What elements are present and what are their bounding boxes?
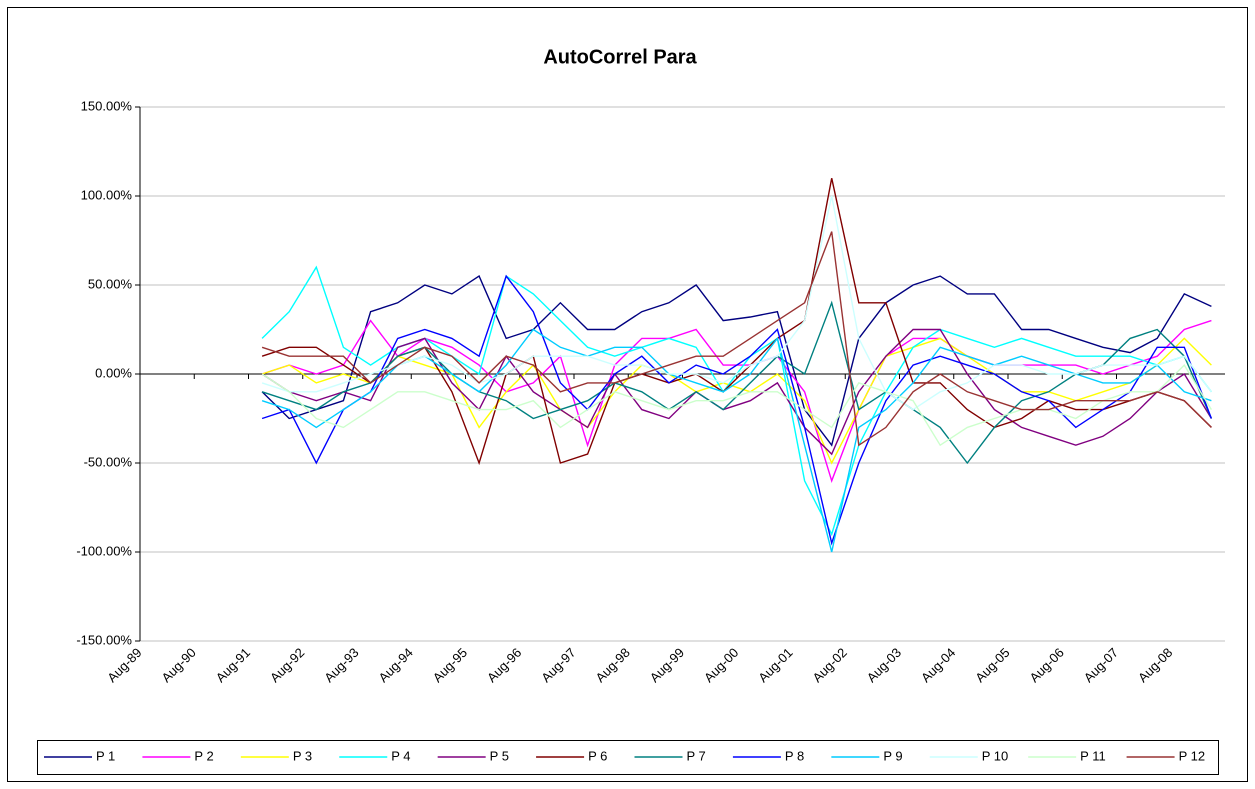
series-line <box>261 363 1212 447</box>
series-line <box>261 274 1213 546</box>
legend-label: P 1 <box>96 748 115 763</box>
y-tick-label: -50.00% <box>84 454 133 469</box>
legend-label: P 4 <box>391 748 410 763</box>
legend-label: P 12 <box>1179 748 1206 763</box>
series-line <box>261 328 1212 456</box>
chart-title: AutoCorrel Para <box>543 46 697 68</box>
legend-label: P 5 <box>490 748 509 763</box>
y-tick-label: 0.00% <box>95 365 132 380</box>
y-tick-label: 100.00% <box>81 187 133 202</box>
series-line <box>261 337 1212 465</box>
legend-label: P 10 <box>982 748 1009 763</box>
legend-label: P 3 <box>293 748 312 763</box>
y-tick-label: -150.00% <box>76 632 132 647</box>
chart-border <box>7 7 1248 782</box>
series-line <box>261 275 1212 447</box>
series-line <box>261 231 1212 447</box>
legend-label: P 6 <box>588 748 607 763</box>
series-line <box>261 195 1212 411</box>
legend-label: P 7 <box>687 748 706 763</box>
legend-label: P 8 <box>785 748 804 763</box>
legend-label: P 11 <box>1080 748 1106 763</box>
legend-label: P 9 <box>883 748 902 763</box>
y-tick-label: 150.00% <box>81 98 133 113</box>
y-tick-label: -100.00% <box>76 543 132 558</box>
y-tick-label: 50.00% <box>88 276 133 291</box>
legend-label: P 2 <box>194 748 213 763</box>
legend-box <box>37 740 1219 775</box>
